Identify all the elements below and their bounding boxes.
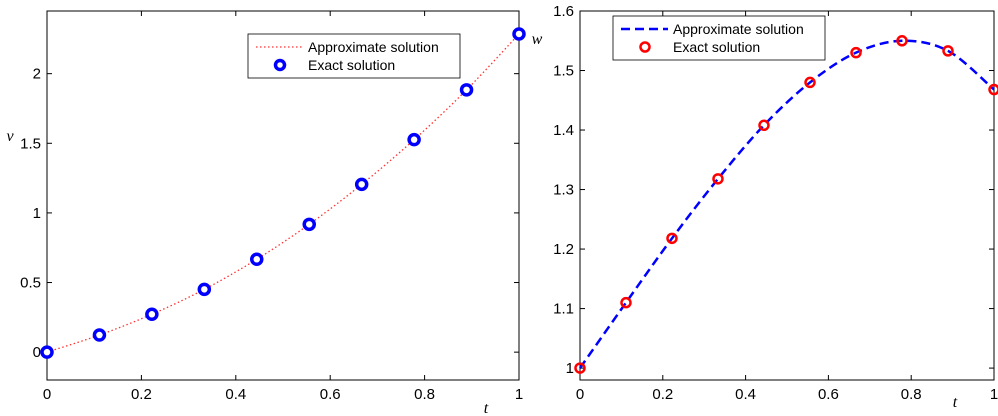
y-tick-label: 1.6 [553,3,574,20]
data-point-exact [942,45,954,57]
legend-label-exact: Exact solution [308,57,395,73]
data-point-exact [145,307,159,322]
y-axis-label: v [6,128,14,145]
x-tick-label: 0.8 [901,386,922,403]
x-axis-label: t [953,394,958,411]
plot-area-frame [46,10,520,381]
plot-area-frame [579,10,995,381]
data-point-exact [712,173,724,185]
data-point-exact [574,362,586,374]
data-point-exact [758,119,770,132]
data-point-exact [850,46,862,59]
y-tick-label: 0.5 [20,275,41,292]
data-point-exact [804,76,816,89]
x-tick-label: 0.4 [735,386,756,403]
x-tick-label: 0.8 [414,386,435,403]
legend-box [612,15,826,61]
data-point-exact [197,282,212,297]
data-point-exact [666,232,678,245]
series-line-approximate [46,33,520,353]
x-tick-label: 1 [515,386,523,403]
y-tick-label: 1.1 [553,301,574,318]
y-tick-label: 1 [33,205,41,222]
data-point-exact [512,27,526,41]
data-point-exact [620,296,632,309]
legend-marker-swatch [639,41,651,53]
data-point-exact [40,345,54,359]
y-tick-label: 1.2 [553,241,574,258]
data-point-exact [92,328,107,342]
x-tick-label: 0.6 [320,386,341,403]
x-tick-label: 0.2 [131,386,152,403]
right-chart-panel: 0 0.2 0.4 0.6 0.8 1 1 1.1 1.2 1.3 1.4 1.5 1.6 t w Appro… [532,3,998,411]
data-point-exact [459,83,474,97]
y-axis-label: w [532,31,543,48]
x-tick-label: 0.6 [818,386,839,403]
data-point-exact [407,132,421,147]
legend-label-exact: Exact solution [673,39,760,55]
x-tick-label: 0 [576,386,584,403]
data-point-exact [988,83,998,96]
x-tick-label: 0.2 [652,386,673,403]
data-point-exact [250,252,264,267]
y-tick-label: 2 [33,66,41,83]
data-point-exact [354,177,369,192]
y-tick-label: 1.5 [20,135,41,152]
x-tick-label: 0 [43,386,51,403]
x-tick-label: 1 [990,386,998,403]
x-tick-label: 0.4 [225,386,246,403]
legend-label-approximate: Approximate solution [673,21,804,37]
y-tick-label: 1.4 [553,122,574,139]
left-chart-panel: 0 0.2 0.4 0.6 0.8 1 0 0.5 1 1.5 2 t v Approximate sol… [6,10,526,416]
series-line-approximate [578,39,995,369]
data-point-exact [302,217,316,232]
y-tick-label: 0 [33,344,41,361]
legend-box [247,33,461,79]
y-tick-label: 1 [566,360,574,377]
data-point-exact [896,35,908,47]
x-axis-label: t [484,400,489,416]
legend-label-approximate: Approximate solution [308,39,439,55]
legend-marker-swatch [273,58,287,72]
y-tick-label: 1.5 [553,63,574,80]
y-tick-label: 1.3 [553,182,574,199]
